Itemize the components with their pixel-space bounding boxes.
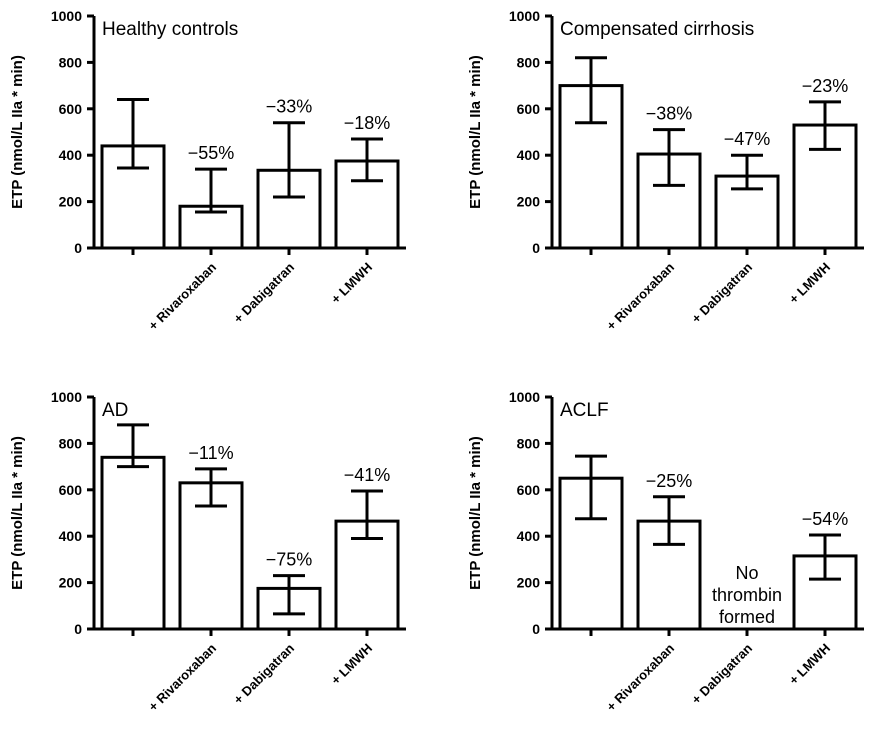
chart-panel-3: 0 200 400 600 800 1000 ETP (nmol/L IIa * min) A… [9, 389, 406, 714]
x-category-label: + LMWH [786, 260, 833, 307]
y-axis-title: ETP (nmol/L IIa * min) [467, 55, 484, 209]
x-category-label: + Rivaroxaban [603, 640, 677, 714]
y-tick-label: 0 [532, 240, 540, 256]
panel-title: AD [102, 400, 128, 421]
y-tick-label: 800 [59, 435, 83, 451]
percent-change-label: −54% [802, 509, 849, 529]
x-category-label: + Dabigatran [231, 259, 298, 326]
panel-title: ACLF [560, 400, 609, 421]
percent-change-label: −18% [344, 113, 391, 133]
y-tick-label: 400 [59, 147, 83, 163]
panel-title: Compensated cirrhosis [560, 19, 754, 40]
chart-panel-2: 0 200 400 600 800 1000 ETP (nmol/L IIa * min) C… [467, 8, 864, 333]
y-tick-label: 200 [59, 194, 83, 210]
y-tick-label: 800 [517, 435, 541, 451]
y-tick-label: 600 [517, 101, 541, 117]
y-tick-label: 400 [517, 528, 541, 544]
chart-panel-4: 0 200 400 600 800 1000 ETP (nmol/L IIa * min) A… [467, 389, 864, 714]
x-category-label: + Rivaroxaban [145, 640, 219, 714]
y-tick-label: 600 [59, 482, 83, 498]
y-tick-label: 1000 [509, 8, 540, 24]
y-tick-label: 200 [517, 194, 541, 210]
no-thrombin-note: thrombin [712, 585, 782, 605]
x-category-label: + Dabigatran [231, 640, 298, 707]
y-tick-label: 600 [517, 482, 541, 498]
y-tick-label: 0 [74, 240, 82, 256]
x-category-label: + LMWH [328, 641, 375, 688]
percent-change-label: −11% [188, 443, 233, 463]
x-category-label: + Dabigatran [689, 259, 756, 326]
x-category-label: + Rivaroxaban [145, 259, 219, 333]
y-tick-label: 200 [59, 575, 83, 591]
y-tick-label: 0 [74, 621, 82, 637]
percent-change-label: −47% [724, 129, 771, 149]
y-tick-label: 1000 [509, 389, 540, 405]
percent-change-label: −23% [802, 76, 849, 96]
y-tick-label: 1000 [51, 8, 82, 24]
y-tick-label: 800 [59, 54, 83, 70]
y-tick-label: 400 [517, 147, 541, 163]
percent-change-label: −75% [266, 550, 313, 570]
y-tick-label: 800 [517, 54, 541, 70]
chart-panel-1: 0 200 400 600 800 1000 ETP (nmol/L IIa * min) H… [9, 8, 406, 333]
percent-change-label: −33% [266, 97, 313, 117]
y-axis-title: ETP (nmol/L IIa * min) [467, 436, 484, 590]
y-axis-title: ETP (nmol/L IIa * min) [9, 55, 26, 209]
percent-change-label: −41% [344, 465, 391, 485]
bar [100, 455, 166, 631]
no-thrombin-note: formed [719, 607, 775, 627]
y-tick-label: 0 [532, 621, 540, 637]
x-category-label: + Rivaroxaban [603, 259, 677, 333]
percent-change-label: −25% [646, 471, 693, 491]
x-category-label: + LMWH [328, 260, 375, 307]
x-category-label: + Dabigatran [689, 640, 756, 707]
no-thrombin-note: No [735, 563, 758, 583]
percent-change-label: −55% [188, 143, 235, 163]
bar [792, 554, 858, 631]
y-tick-label: 1000 [51, 389, 82, 405]
y-axis-title: ETP (nmol/L IIa * min) [9, 436, 26, 590]
x-category-label: + LMWH [786, 641, 833, 688]
y-tick-label: 200 [517, 575, 541, 591]
y-tick-label: 400 [59, 528, 83, 544]
percent-change-label: −38% [646, 104, 693, 124]
panel-title: Healthy controls [102, 19, 238, 40]
y-tick-label: 600 [59, 101, 83, 117]
